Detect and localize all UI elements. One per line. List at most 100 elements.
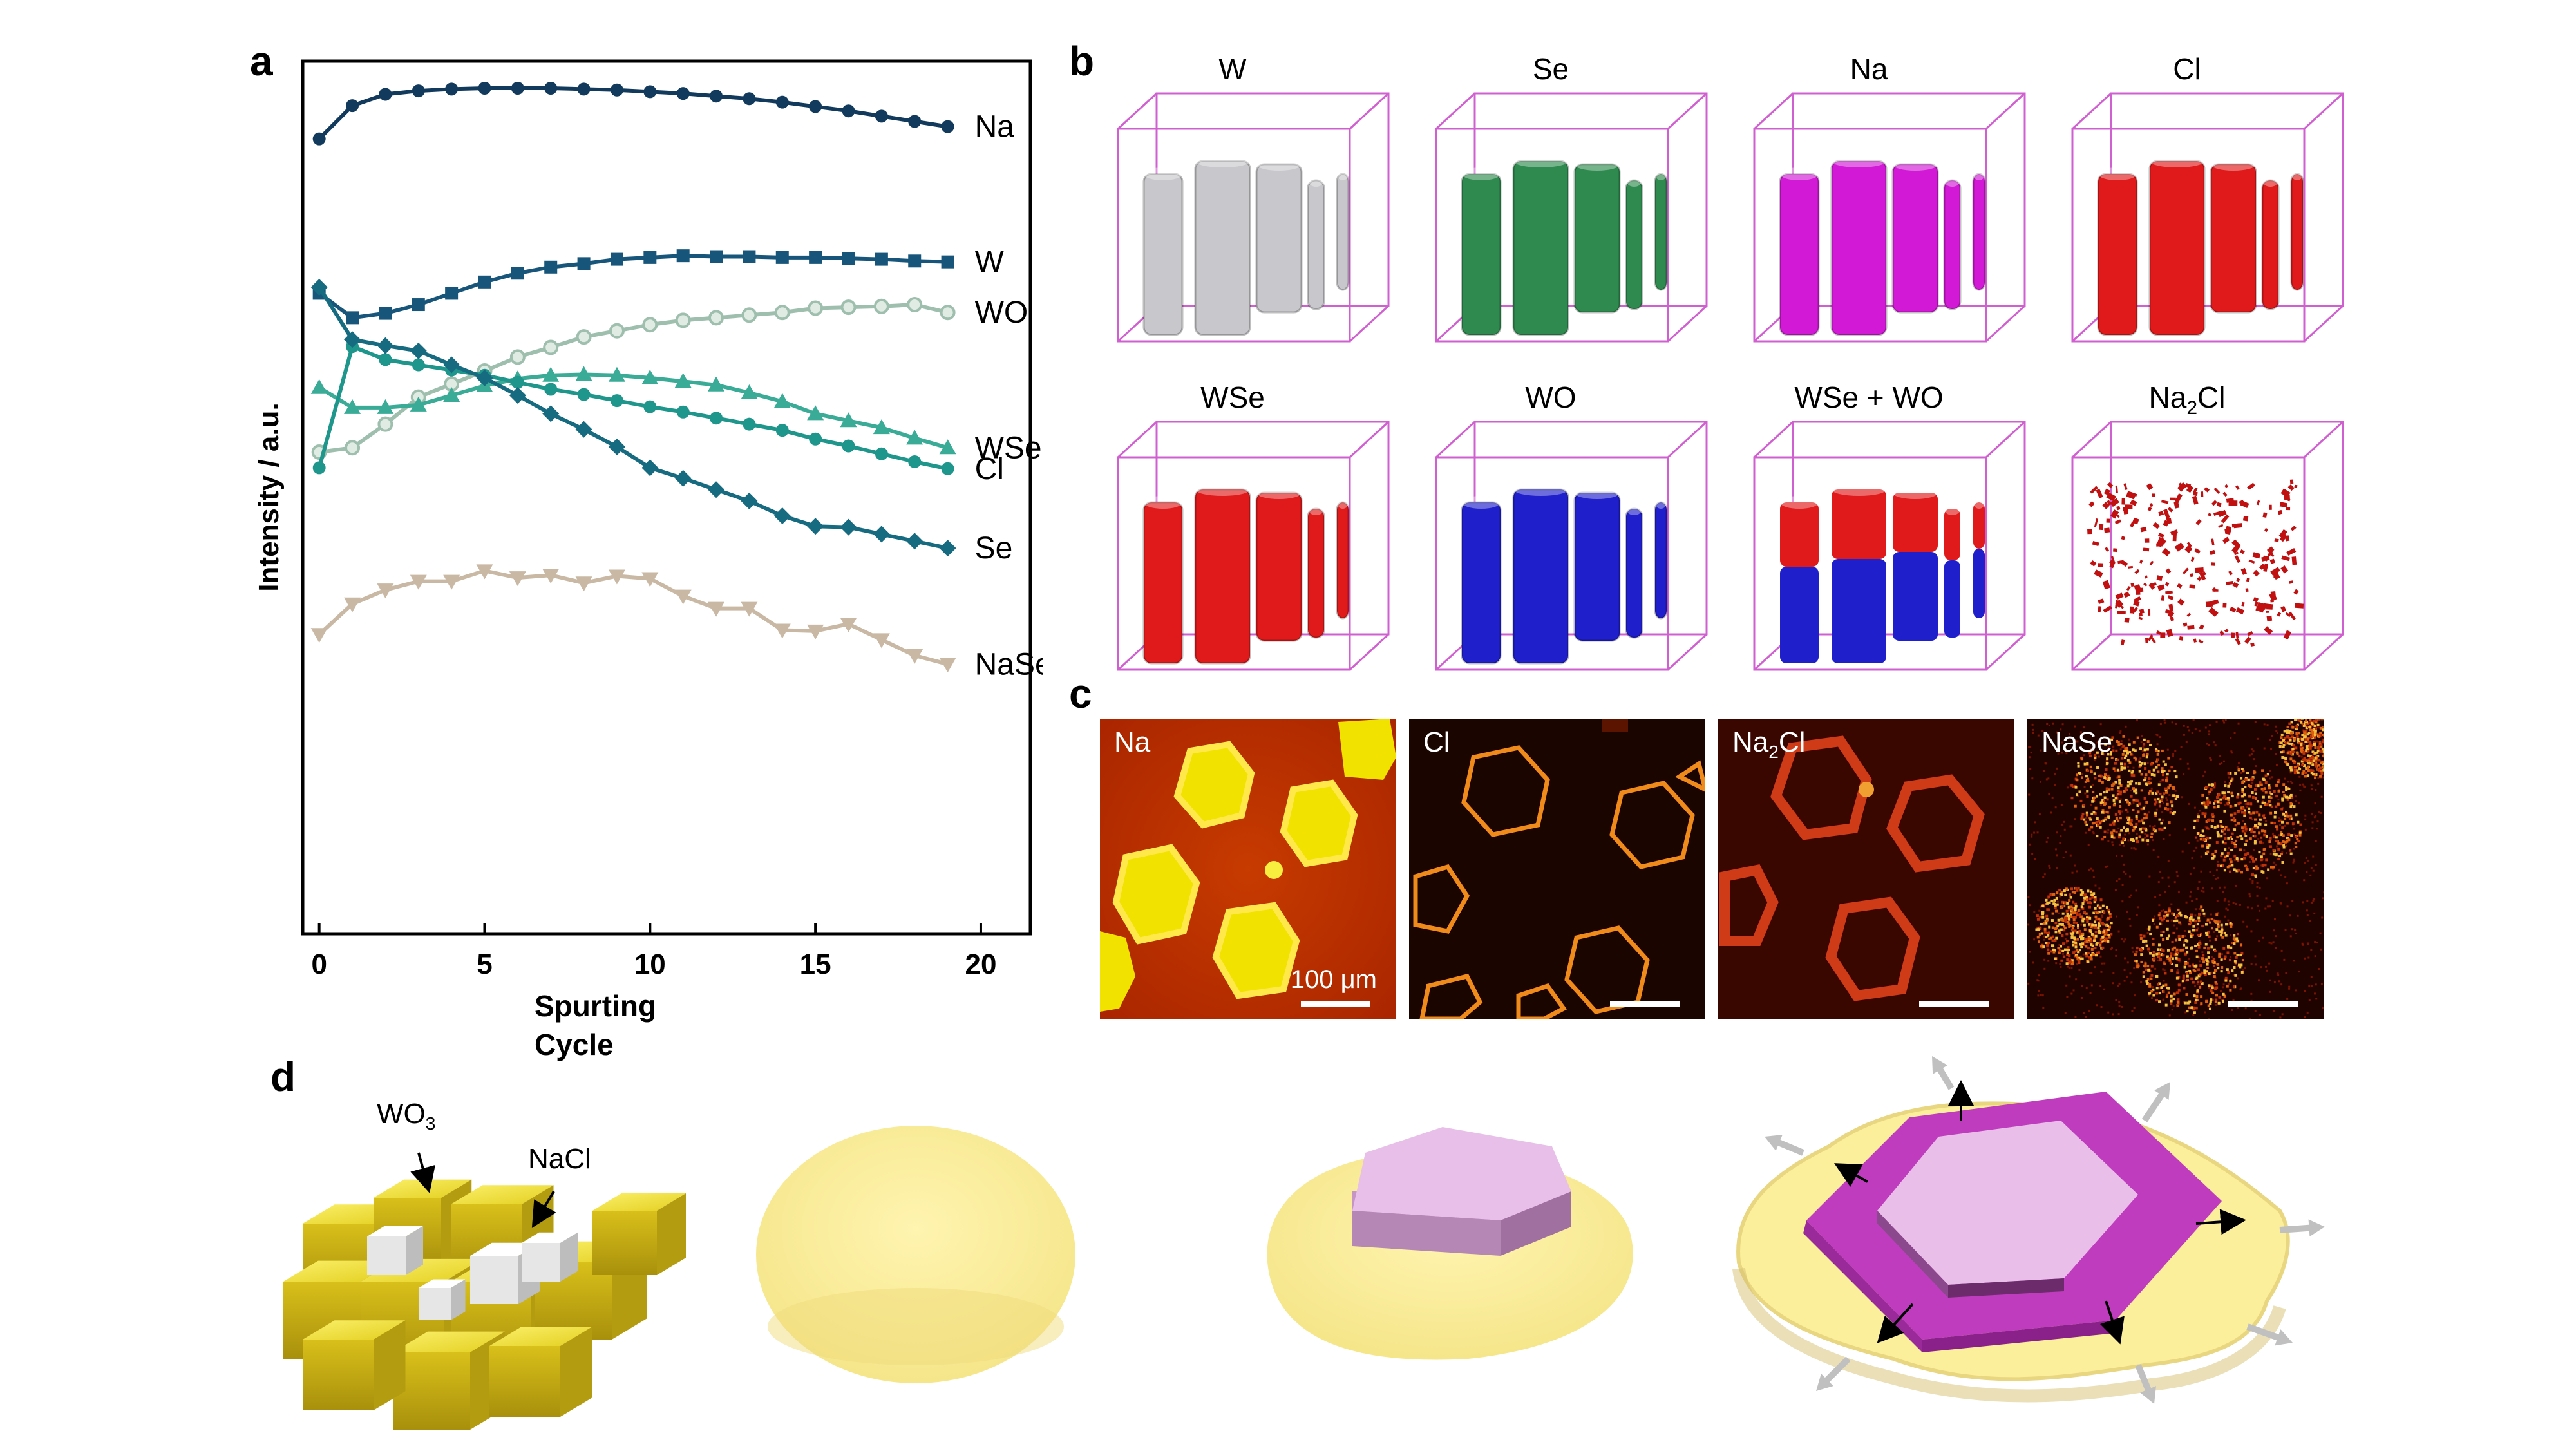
point-wse-16 bbox=[840, 412, 857, 428]
scale-bar-cl bbox=[1610, 1001, 1680, 1007]
point-nase-1 bbox=[344, 597, 361, 612]
box-na2cl bbox=[2071, 421, 2344, 671]
series-label-wse: WSe bbox=[975, 431, 1042, 465]
pillars-na bbox=[1779, 155, 1986, 336]
point-cl-3 bbox=[412, 358, 425, 372]
point-wo-11 bbox=[675, 312, 691, 328]
growth-arrow-3 bbox=[1877, 1303, 1914, 1343]
point-na-1 bbox=[346, 99, 359, 113]
point-w-7 bbox=[544, 260, 558, 274]
x-axis-label: Spurting Cycle bbox=[535, 989, 657, 1061]
pillars-w bbox=[1142, 155, 1350, 336]
point-nase-9 bbox=[608, 569, 625, 585]
point-na-7 bbox=[544, 82, 558, 95]
growth-arrow-1 bbox=[1834, 1163, 1868, 1188]
point-se-2 bbox=[377, 337, 394, 354]
point-nase-16 bbox=[840, 617, 857, 632]
point-nase-3 bbox=[410, 574, 427, 590]
point-wse-12 bbox=[708, 376, 725, 392]
point-wse-8 bbox=[575, 366, 592, 381]
expansion-arrow-6 bbox=[2246, 1323, 2293, 1346]
nacl-cube-2 bbox=[522, 1232, 578, 1282]
point-na-10 bbox=[643, 85, 657, 99]
series-label-nase: NaSe bbox=[975, 647, 1043, 681]
point-nase-2 bbox=[377, 583, 394, 599]
nase-speckles bbox=[2027, 719, 2324, 1019]
b-title-na: Na bbox=[1850, 52, 1888, 86]
point-w-9 bbox=[610, 252, 623, 266]
point-nase-14 bbox=[773, 623, 791, 639]
point-wo-9 bbox=[609, 323, 625, 339]
point-na-4 bbox=[445, 82, 459, 96]
na-map-image bbox=[1100, 719, 1396, 1019]
point-na-12 bbox=[710, 90, 723, 103]
x-tick-label-0: 0 bbox=[311, 949, 327, 980]
point-se-13 bbox=[741, 492, 758, 509]
scale-bar bbox=[1301, 1001, 1370, 1007]
pillars-wse bbox=[1142, 483, 1350, 665]
point-wse-17 bbox=[873, 419, 890, 435]
point-se-12 bbox=[708, 481, 725, 498]
b-title-na2cl: Na2Cl bbox=[2148, 381, 2226, 419]
speckles-na2cl bbox=[2087, 479, 2304, 647]
scale-bar-na2cl bbox=[1919, 1001, 1989, 1007]
point-wo-14 bbox=[774, 305, 790, 321]
point-w-5 bbox=[478, 275, 491, 289]
point-w-16 bbox=[842, 252, 855, 265]
point-na-2 bbox=[379, 88, 392, 101]
point-nase-0 bbox=[310, 628, 328, 643]
point-se-6 bbox=[509, 386, 526, 404]
point-nase-6 bbox=[509, 571, 526, 587]
na2cl-map-image bbox=[1718, 719, 2014, 1019]
point-se-14 bbox=[773, 507, 791, 524]
hexagon-crystal-top bbox=[1352, 1127, 1571, 1220]
point-w-19 bbox=[941, 255, 954, 269]
scale-bar-text: 100 μm bbox=[1290, 965, 1377, 994]
growth-arrow-4 bbox=[2099, 1300, 2125, 1345]
wo3-cube-10 bbox=[489, 1327, 592, 1417]
point-w-12 bbox=[710, 250, 723, 263]
pillars-cl bbox=[2097, 155, 2304, 336]
point-se-17 bbox=[873, 526, 890, 543]
plot-frame bbox=[301, 59, 1032, 936]
b-title-wo: WO bbox=[1525, 381, 1577, 414]
point-wse-11 bbox=[674, 373, 692, 388]
point-se-3 bbox=[410, 342, 427, 359]
point-wo-12 bbox=[708, 310, 724, 326]
panel-a-label: a bbox=[250, 38, 273, 84]
panel-c-label: c bbox=[1069, 670, 1092, 717]
point-wse-10 bbox=[641, 369, 659, 384]
x-tick-label-15: 15 bbox=[800, 949, 831, 980]
point-w-17 bbox=[875, 252, 888, 266]
point-na-17 bbox=[875, 109, 888, 123]
point-na-16 bbox=[842, 104, 855, 118]
point-w-10 bbox=[643, 251, 657, 264]
point-na-5 bbox=[478, 82, 491, 95]
point-wse-19 bbox=[939, 439, 956, 455]
point-cl-2 bbox=[379, 353, 392, 366]
point-se-8 bbox=[575, 421, 592, 438]
point-na-8 bbox=[577, 82, 591, 96]
point-w-8 bbox=[577, 257, 591, 270]
point-nase-11 bbox=[674, 589, 692, 605]
expansion-arrow-1 bbox=[2141, 1082, 2170, 1122]
series-label-se: Se bbox=[975, 531, 1013, 565]
nacl-label: NaCl bbox=[528, 1143, 591, 1175]
point-se-1 bbox=[344, 331, 361, 348]
point-wo-7 bbox=[543, 339, 559, 355]
point-se-15 bbox=[807, 518, 824, 535]
point-w-3 bbox=[412, 298, 425, 312]
point-w-13 bbox=[743, 250, 756, 263]
series-label-wo: WO bbox=[975, 296, 1028, 330]
point-nase-4 bbox=[443, 574, 460, 590]
point-se-9 bbox=[608, 438, 625, 455]
point-w-4 bbox=[445, 287, 459, 300]
nase-map-image bbox=[2027, 719, 2324, 1019]
point-cl-9 bbox=[610, 394, 623, 408]
point-w-6 bbox=[511, 267, 524, 280]
point-wse-4 bbox=[443, 386, 460, 402]
point-na-15 bbox=[809, 100, 822, 113]
point-cl-6 bbox=[511, 375, 524, 389]
point-wo-15 bbox=[808, 300, 824, 316]
